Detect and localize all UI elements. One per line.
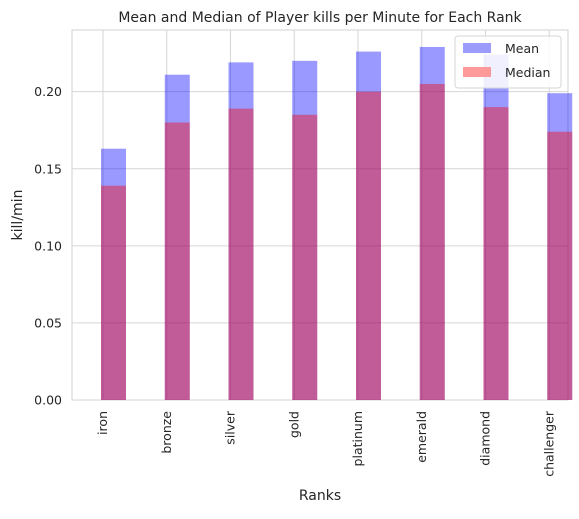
x-tick-label: iron	[95, 411, 110, 435]
x-tick-label: gold	[286, 411, 301, 438]
x-tick-label: silver	[223, 410, 238, 445]
bar-median-gold	[292, 114, 318, 401]
grid	[72, 30, 568, 401]
y-ticks: 0.00 0.05 0.10 0.15 0.20	[34, 84, 62, 407]
bar-mean-diamond	[483, 54, 509, 401]
bars	[101, 46, 573, 401]
x-tick-label: emerald	[414, 411, 429, 463]
x-tick-label: diamond	[478, 411, 493, 466]
y-axis-label: kill/min	[10, 190, 26, 241]
y-tick-label: 0.20	[34, 84, 62, 99]
bar-mean-iron	[101, 148, 126, 400]
x-axis-label: Ranks	[299, 488, 341, 504]
bar-median-iron	[101, 185, 126, 400]
x-tick-label: platinum	[350, 411, 365, 466]
bar-median-challenger	[547, 131, 573, 400]
bar-mean-challenger	[547, 93, 573, 400]
bar-median-platinum	[356, 91, 381, 401]
legend-label-mean: Mean	[505, 41, 539, 56]
legend-label-median: Median	[505, 65, 550, 80]
bar-mean-emerald	[419, 46, 445, 400]
legend-swatch-median	[463, 67, 491, 77]
bar-median-diamond	[483, 107, 509, 400]
bar-mean-platinum	[356, 51, 381, 400]
x-tick-label: bronze	[159, 411, 174, 454]
bar-median-emerald	[419, 83, 445, 400]
legend: Mean Median	[454, 35, 562, 89]
bar-median-bronze	[164, 122, 190, 400]
bar-median-silver	[228, 108, 254, 400]
y-tick-label: 0.00	[34, 393, 62, 408]
chart-title: Mean and Median of Player kills per Minu…	[118, 10, 522, 26]
bar-mean-bronze	[164, 74, 190, 400]
bar-mean-silver	[228, 62, 254, 400]
x-ticks: iron bronze silver gold platinum emerald diamo…	[95, 410, 556, 477]
legend-swatch-mean	[463, 43, 491, 53]
y-tick-label: 0.15	[34, 161, 62, 176]
y-tick-label: 0.10	[34, 238, 62, 253]
bar-mean-gold	[292, 60, 318, 400]
x-tick-label: challenger	[541, 410, 556, 477]
y-tick-label: 0.05	[34, 315, 62, 330]
